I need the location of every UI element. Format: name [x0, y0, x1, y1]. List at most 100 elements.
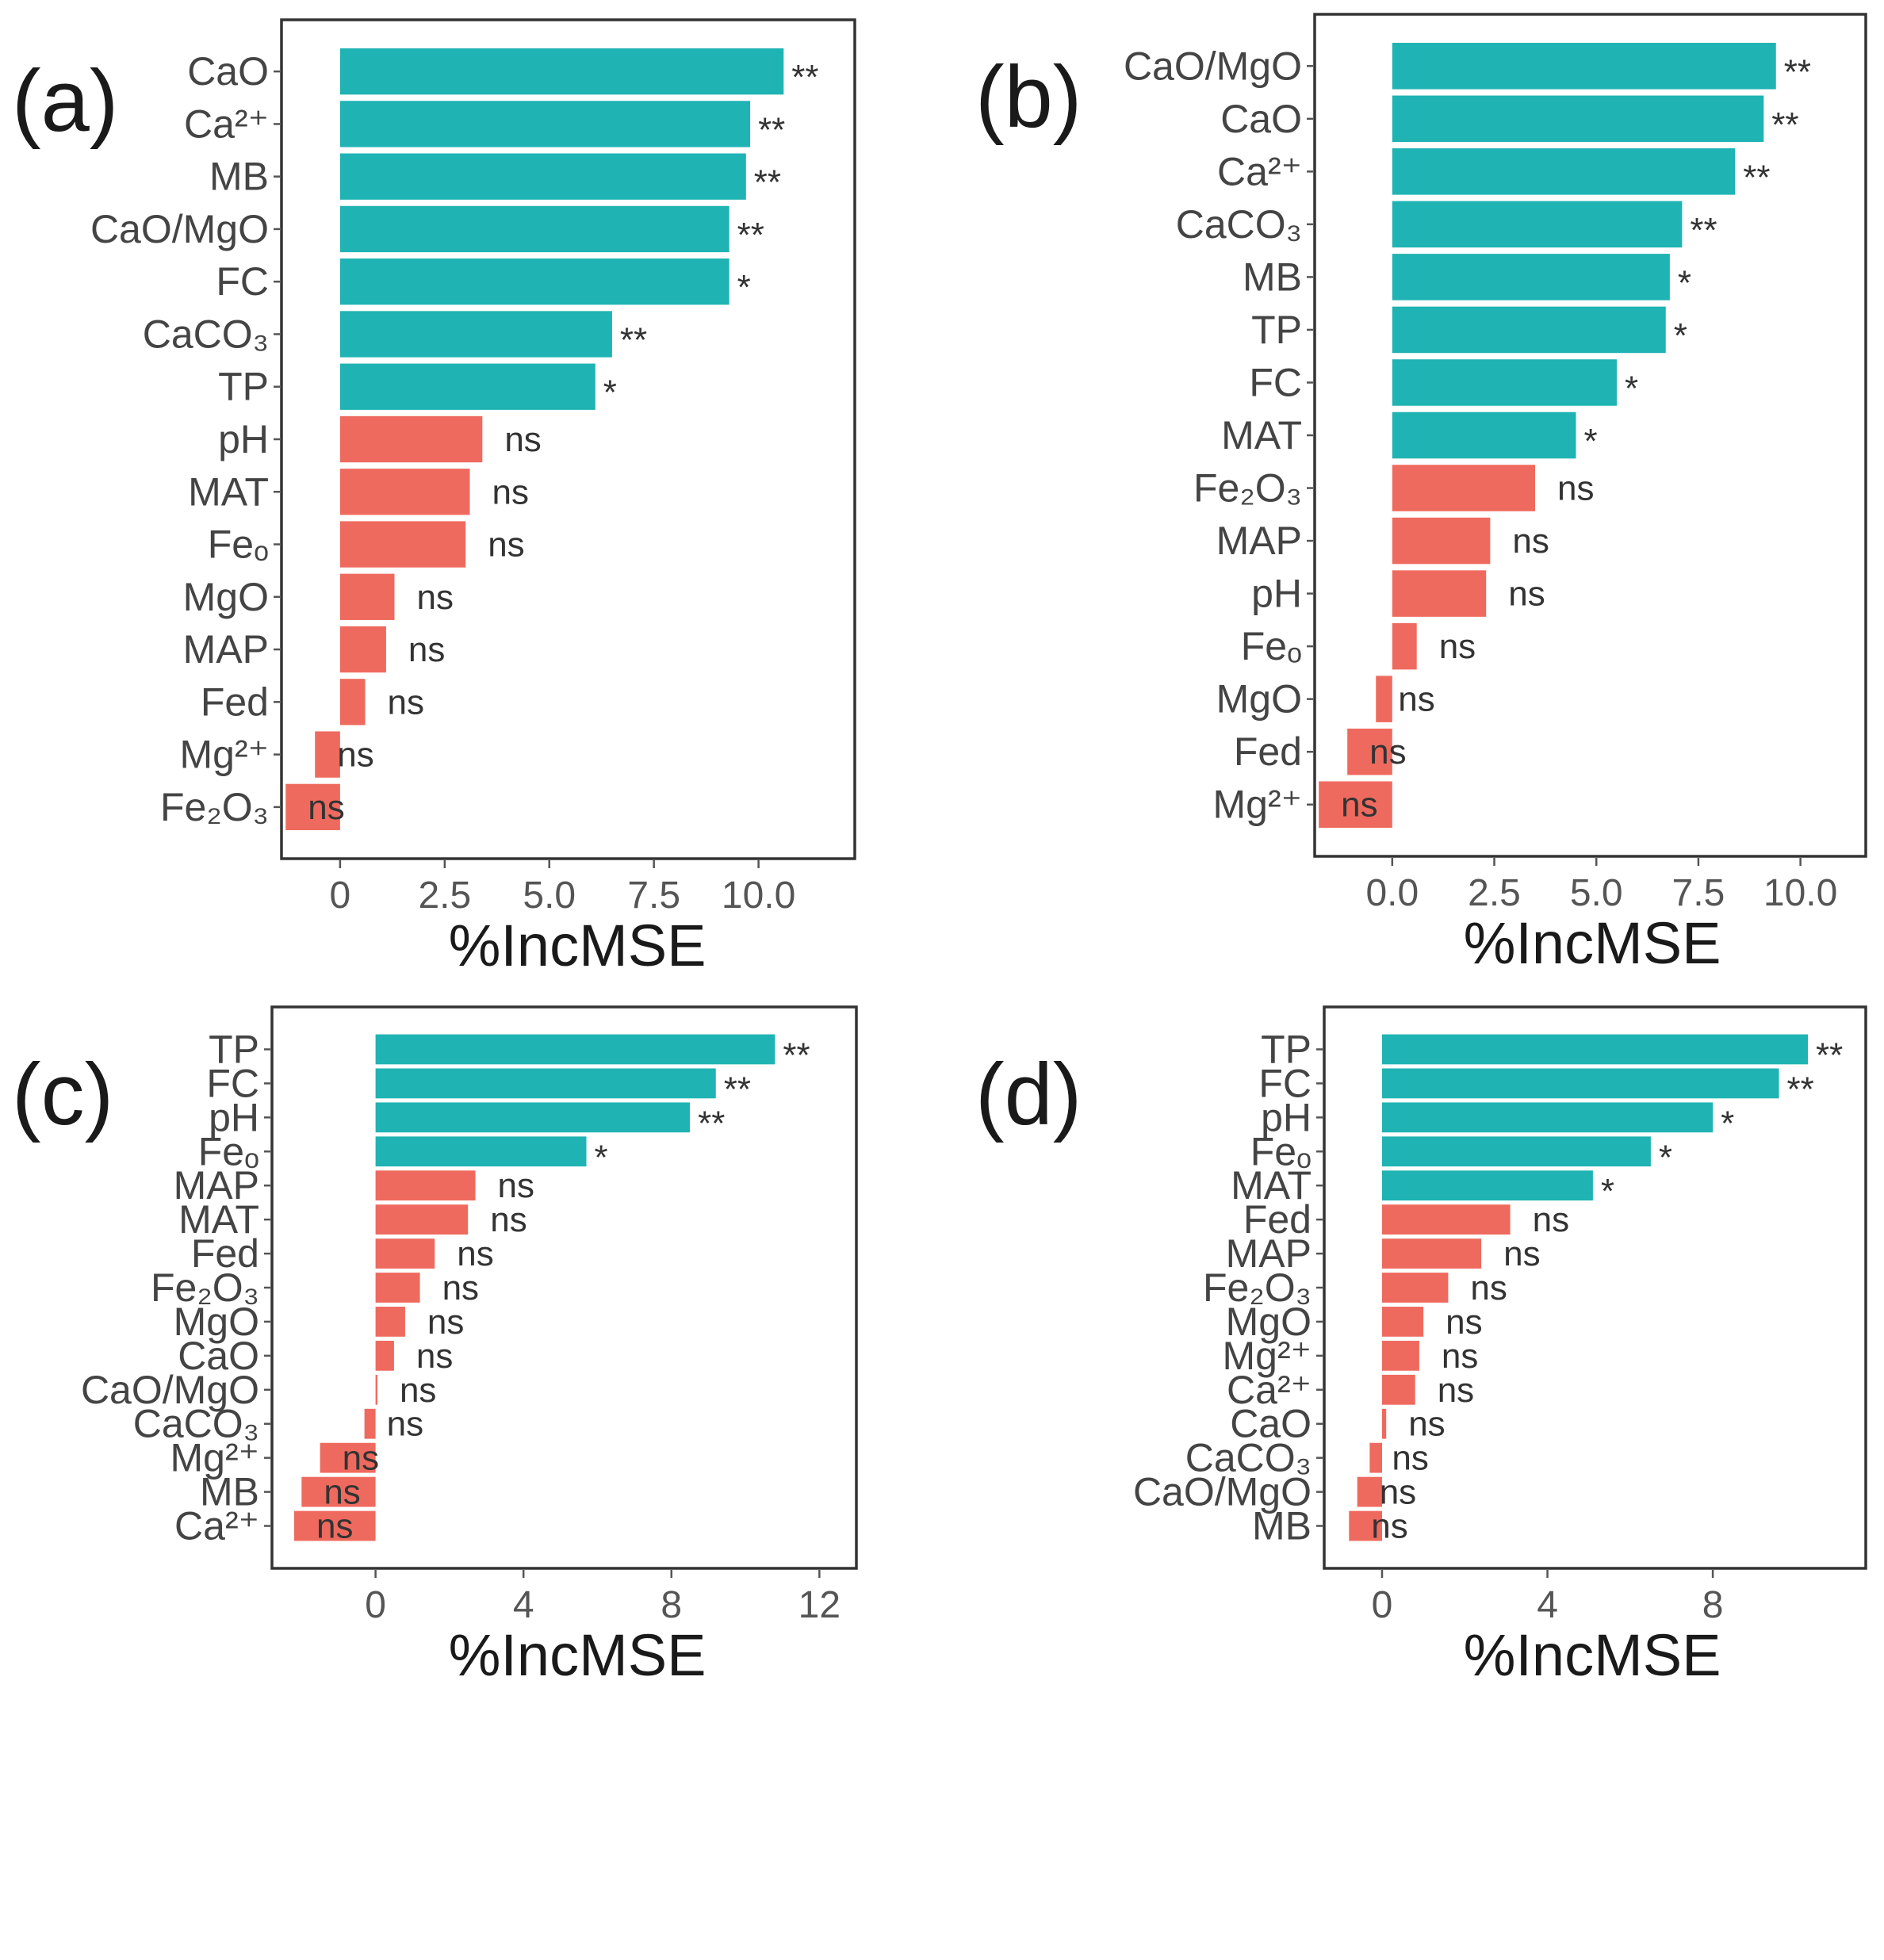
- significance-label: *: [737, 268, 751, 307]
- category-label: Fe₂O₃: [1203, 1265, 1312, 1310]
- significance-label: **: [1816, 1036, 1843, 1074]
- panel-label: (b): [975, 48, 1082, 146]
- category-label: FC: [1258, 1061, 1312, 1105]
- bar: [1381, 1136, 1651, 1167]
- significance-label: *: [1659, 1138, 1672, 1177]
- bar: [1392, 412, 1576, 459]
- category-label: Ca²⁺: [174, 1504, 259, 1548]
- significance-label: ns: [324, 1473, 360, 1512]
- category-label: CaO: [1220, 97, 1302, 141]
- bar: [339, 469, 470, 515]
- category-label: Mg²⁺: [1213, 783, 1303, 827]
- category-label: MgO: [174, 1300, 259, 1344]
- bar: [1392, 570, 1487, 617]
- significance-label: ns: [388, 683, 424, 722]
- significance-label: **: [698, 1104, 725, 1143]
- bar: [1349, 1510, 1382, 1541]
- category-label: Ca²⁺: [1217, 149, 1302, 193]
- x-tick-label: 10.0: [722, 875, 795, 917]
- bar: [1347, 728, 1392, 775]
- significance-label: **: [783, 1036, 810, 1074]
- bar: [339, 626, 386, 673]
- significance-label: ns: [316, 1507, 353, 1546]
- category-label: MAT: [188, 469, 269, 514]
- bar: [1392, 359, 1617, 406]
- x-tick-label: 0: [365, 1584, 386, 1626]
- significance-label: *: [1674, 316, 1687, 355]
- significance-label: ns: [442, 1269, 479, 1307]
- bar: [1392, 95, 1764, 143]
- significance-label: ns: [498, 1166, 534, 1205]
- significance-label: ns: [1442, 1337, 1478, 1376]
- significance-label: **: [1690, 211, 1717, 250]
- plot-frame: [270, 1005, 858, 1570]
- bar: [339, 101, 751, 147]
- bar: [1381, 1273, 1449, 1303]
- significance-label: *: [1583, 422, 1597, 461]
- bar: [1392, 42, 1776, 90]
- x-axis-title: %IncMSE: [449, 913, 706, 978]
- significance-label: ns: [1470, 1269, 1507, 1307]
- category-label: CaO: [1230, 1402, 1312, 1446]
- plot-frame: [280, 18, 856, 860]
- category-label: CaCO₃: [1176, 202, 1302, 247]
- bar: [285, 783, 340, 831]
- significance-label: **: [1743, 158, 1770, 197]
- category-label: MAT: [178, 1197, 259, 1242]
- category-label: MAP: [1216, 519, 1302, 563]
- bar: [1381, 1068, 1779, 1099]
- significance-label: *: [1721, 1104, 1734, 1143]
- bar: [1381, 1408, 1387, 1439]
- bar: [1381, 1340, 1419, 1371]
- bar: [1319, 781, 1392, 829]
- category-label: Feₒ: [1241, 624, 1302, 668]
- bar: [1381, 1204, 1511, 1235]
- bar: [1392, 201, 1683, 248]
- bar: [339, 521, 466, 568]
- x-axis-title: %IncMSE: [1464, 1622, 1721, 1688]
- significance-label: ns: [1369, 733, 1406, 771]
- bar: [1381, 1170, 1593, 1201]
- bar: [375, 1374, 377, 1405]
- category-label: TP: [209, 1027, 259, 1071]
- significance-label: **: [1787, 1070, 1814, 1108]
- category-label: TP: [218, 365, 269, 409]
- category-label: CaO/MgO: [1124, 44, 1302, 88]
- significance-label: ns: [490, 1200, 527, 1239]
- category-label: MB: [200, 1470, 259, 1514]
- bar: [375, 1170, 476, 1201]
- x-tick-label: 5.0: [523, 875, 576, 917]
- significance-label: ns: [504, 420, 541, 459]
- bar: [375, 1034, 775, 1065]
- bar: [339, 258, 729, 305]
- plot-frame: [1313, 13, 1867, 858]
- plot-frame: [1323, 1005, 1867, 1570]
- category-label: CaCO₃: [143, 312, 269, 356]
- category-label: FC: [216, 259, 269, 304]
- x-axis-title: %IncMSE: [449, 1622, 706, 1688]
- bar: [1381, 1374, 1415, 1405]
- significance-label: *: [1625, 369, 1638, 408]
- significance-label: ns: [1392, 1439, 1428, 1478]
- x-tick-label: 8: [661, 1584, 682, 1626]
- bar: [339, 679, 366, 725]
- category-label: CaCO₃: [1185, 1436, 1312, 1480]
- significance-label: *: [1678, 263, 1691, 302]
- category-label: TP: [1251, 308, 1302, 352]
- significance-label: ns: [343, 1439, 379, 1478]
- category-label: MB: [1243, 255, 1302, 299]
- x-tick-label: 2.5: [418, 875, 471, 917]
- bar: [375, 1204, 469, 1235]
- x-tick-label: 8: [1702, 1584, 1724, 1626]
- significance-label: ns: [387, 1405, 423, 1444]
- bar: [339, 415, 483, 463]
- bar: [1392, 148, 1736, 195]
- bar: [301, 1476, 376, 1507]
- significance-label: *: [603, 373, 617, 412]
- category-label: MAP: [1226, 1231, 1312, 1276]
- category-label: CaO/MgO: [1133, 1470, 1312, 1514]
- panel-b: (b) CaO/MgO ** CaO ** Ca²⁺ ** CaCO₃ ** MB * TP * FC * M…: [975, 13, 1867, 976]
- category-label: MAT: [1231, 1163, 1312, 1208]
- bar: [375, 1238, 435, 1269]
